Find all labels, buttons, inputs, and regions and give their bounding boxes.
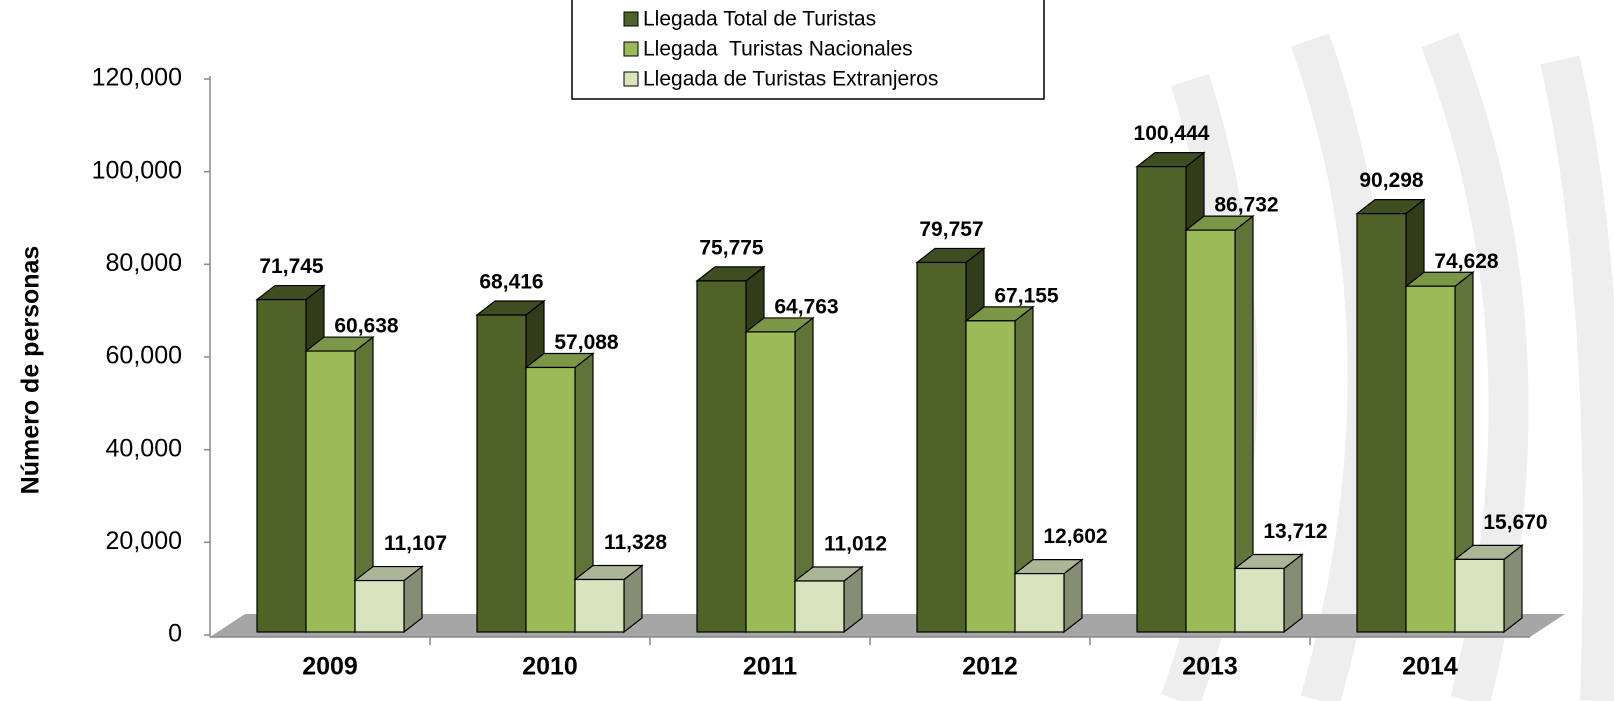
legend-marker [623,11,639,27]
bar [794,580,845,633]
value-label: 64,763 [774,295,838,318]
value-label: 11,012 [824,533,887,556]
legend-label: Llegada Turistas Nacionales [643,38,913,61]
y-tick-label: 80,000 [106,249,182,277]
bar [1185,229,1236,633]
value-label: 60,638 [334,315,399,338]
x-tick-label: 2009 [302,653,358,681]
bar [916,261,967,633]
value-label: 68,416 [479,271,543,294]
bar [256,298,307,633]
y-tick-label: 40,000 [106,434,182,462]
bar [574,578,625,633]
legend-label: Llegada Total de Turistas [643,8,876,31]
bar [1405,285,1456,633]
bar [1136,166,1187,633]
bar [525,366,576,633]
bar [1356,213,1407,633]
bar [354,579,405,633]
bar [476,314,527,633]
bar [1454,558,1505,633]
bar [696,280,747,633]
bar [745,331,796,633]
bar [305,350,356,633]
value-label: 100,444 [1134,122,1210,145]
legend-marker [623,71,639,87]
x-tick-label: 2013 [1182,653,1238,681]
x-tick-label: 2011 [743,653,797,681]
x-tick-label: 2014 [1402,653,1458,681]
value-label: 13,712 [1263,520,1327,543]
value-label: 15,670 [1483,511,1547,534]
value-label: 90,298 [1359,169,1424,192]
value-label: 86,732 [1214,194,1278,217]
value-label: 71,745 [259,255,324,278]
value-label: 11,107 [384,532,447,555]
legend-box [571,0,1045,100]
x-tick-label: 2012 [962,653,1018,681]
x-tick-label: 2010 [522,653,578,681]
y-tick-label: 20,000 [106,527,182,555]
y-tick-label: 100,000 [92,156,182,184]
y-tick-label: 120,000 [92,64,182,92]
legend-marker [623,41,639,57]
value-label: 79,757 [919,218,983,241]
bar-side [1503,544,1523,634]
value-label: 12,602 [1043,525,1107,548]
y-tick-label: 0 [168,620,182,648]
value-label: 74,628 [1434,250,1499,273]
bar [1014,573,1065,633]
value-label: 67,155 [994,284,1059,307]
value-label: 57,088 [554,331,619,354]
value-label: 11,328 [604,531,667,554]
legend-label: Llegada de Turistas Extranjeros [643,68,938,91]
y-axis-label: Número de personas [17,246,45,495]
value-label: 75,775 [699,236,764,259]
bar [965,320,1016,633]
bar [1234,567,1285,633]
y-tick-label: 60,000 [106,342,182,370]
